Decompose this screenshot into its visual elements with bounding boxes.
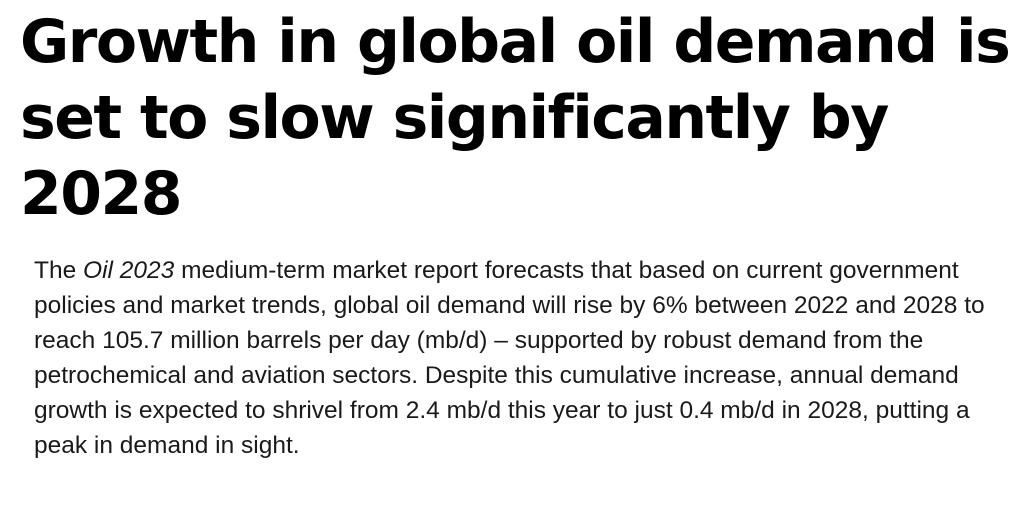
report-name: Oil 2023 [83, 257, 175, 284]
paragraph-text: medium-term market report forecasts that… [34, 257, 985, 459]
paragraph-intro: The [34, 257, 84, 284]
article-paragraph: The Oil 2023 medium-term market report f… [34, 253, 1014, 463]
article-headline: Growth in global oil demand is set to sl… [20, 7, 1011, 229]
